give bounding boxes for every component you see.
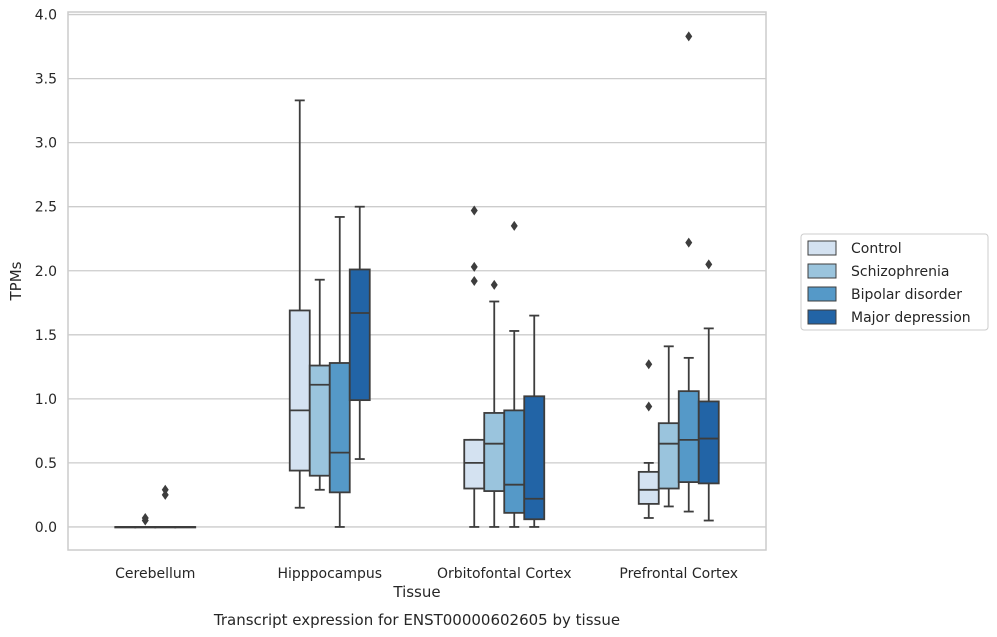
box-bipolar-disorder [503,220,526,528]
box-major-depression [174,526,197,529]
outlier-point [705,259,713,270]
y-tick-label: 3.5 [35,72,57,88]
box-schizophrenia [483,279,506,528]
outlier-point [161,489,169,500]
outlier-point [141,512,149,523]
legend-frame [800,233,989,331]
outlier-point [685,31,693,42]
box-schizophrenia [657,345,680,508]
box-major-depression [697,259,720,522]
legend-label: Bipolar disorder [851,287,962,303]
outlier-point [510,220,518,231]
plot-area-frame [67,11,767,551]
x-tick-label: Prefrontal Cortex [619,566,738,582]
box-body [657,422,680,490]
y-tick-label: 3.0 [35,136,57,152]
box-schizophrenia [308,278,331,491]
boxes [114,31,720,529]
legend: Control Schizophrenia Bipolar disorder Majo… [800,233,989,331]
legend-swatch [807,240,837,256]
box-bipolar-disorder [154,484,177,529]
legend-label: Major depression [851,310,971,326]
box-body [463,438,486,490]
outlier-point [645,359,653,370]
box-control [463,205,486,528]
legend-swatch [807,309,837,325]
box-control [637,359,660,519]
outlier-point [161,484,169,495]
box-body [328,362,351,494]
box-body [483,412,506,492]
box-body [677,390,700,484]
y-tick-label: 1.5 [35,328,57,344]
y-tick-label: 0.0 [35,520,57,536]
x-axis-label: Tissue [392,583,440,601]
legend-swatch [807,286,837,302]
box-body [637,470,660,505]
y-axis-label: TPMs [7,261,25,301]
box-body [308,364,331,477]
outlier-point [490,279,498,290]
box-bipolar-disorder [328,216,351,528]
outlier-point [685,237,693,248]
legend-label: Schizophrenia [851,264,949,280]
box-control [114,526,137,529]
outlier-point [470,261,478,272]
box-body [523,395,546,521]
y-tick-label: 1.0 [35,392,57,408]
box-bipolar-disorder [677,31,700,513]
y-tick-label: 0.5 [35,456,57,472]
gridlines [68,13,766,528]
x-tick-label: Hipppocampus [277,566,382,582]
box-body [288,309,311,472]
chart-caption: Transcript expression for ENST0000060260… [213,611,620,629]
box-body [503,409,526,514]
y-tick-label: 2.0 [35,264,57,280]
outlier-point [470,276,478,286]
x-tick-label: Cerebellum [115,566,195,582]
x-tick-label: Orbitofontal Cortex [437,566,572,582]
y-tick-label: 2.5 [35,200,57,216]
box-body [697,400,720,485]
x-tick-labels: Cerebellum Hipppocampus Orbitofontal Corte… [115,566,738,582]
box-body [348,268,371,402]
box-major-depression [348,205,371,460]
box-control [288,99,311,509]
box-schizophrenia [134,512,157,529]
outlier-point [470,205,478,216]
outlier-point [645,401,653,412]
box-major-depression [523,314,546,528]
legend-label: Control [851,241,902,257]
y-tick-label: 4.0 [35,8,57,24]
legend-swatch [807,263,837,279]
y-tick-labels: 0.0 0.5 1.0 1.5 2.0 2.5 3.0 3.5 4.0 [35,8,57,536]
